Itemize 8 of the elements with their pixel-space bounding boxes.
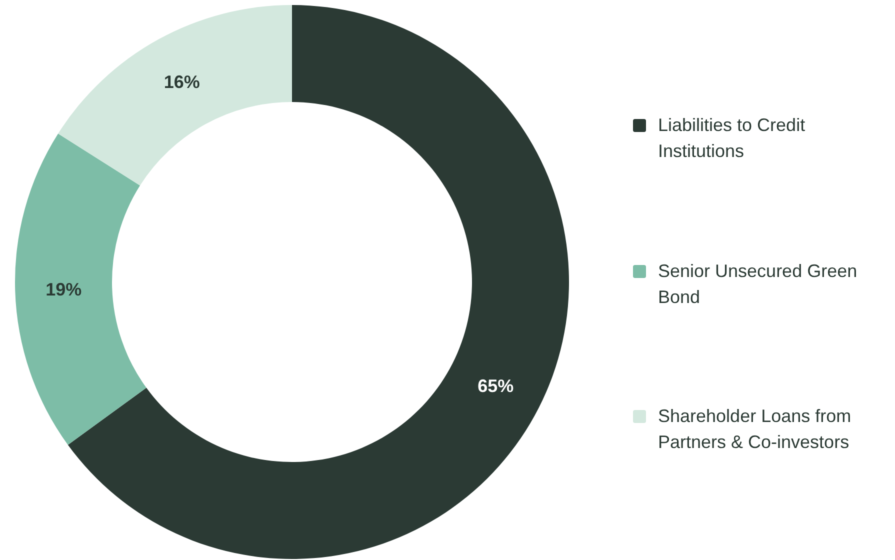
data-label: 19% (46, 279, 82, 300)
data-label: 16% (164, 72, 200, 92)
legend-label: Senior Unsecured Green Bond (658, 261, 858, 307)
legend-label: Shareholder Loans from Partners & Co-investors (658, 406, 852, 452)
donut-slice (58, 5, 292, 186)
donut-slice (15, 134, 146, 445)
legend-label: Liabilities to Credit Institutions (658, 115, 806, 161)
data-label: 65% (478, 376, 514, 396)
